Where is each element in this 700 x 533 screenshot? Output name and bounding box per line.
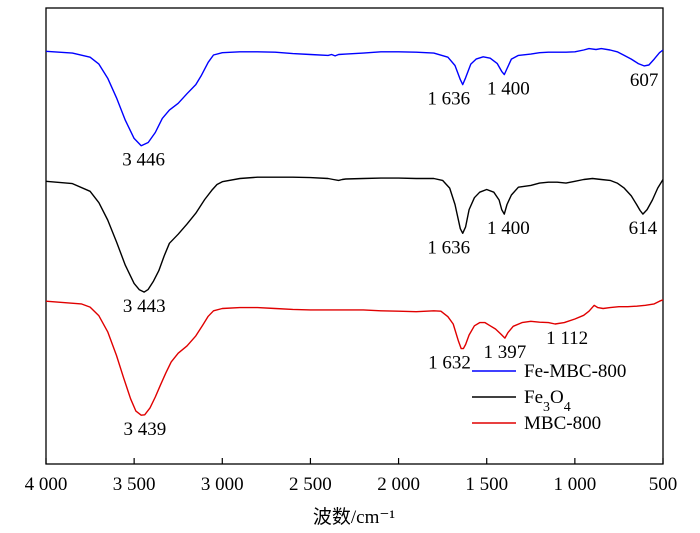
peak-label-fe-mbc-800-3-446: 3 446 <box>122 150 165 171</box>
peak-label-fe3o4-614: 614 <box>629 218 658 239</box>
peak-labels: 3 446 1 636 1 400 607 3 443 1 636 1 400 614 3 43… <box>122 70 658 440</box>
peak-label-mbc-800-3-439: 3 439 <box>124 419 167 440</box>
peak-label-fe3o4-1-636: 1 636 <box>427 237 470 258</box>
peak-label-fe-mbc-800-607: 607 <box>630 70 659 91</box>
peak-label-mbc-800-1-632: 1 632 <box>428 353 471 374</box>
series-line-fe3o4 <box>45 176 664 293</box>
x-tick-label-2000: 2 000 <box>377 474 420 495</box>
series-lines <box>45 47 664 416</box>
legend-label-fe3o4: Fe3O4 <box>524 387 571 415</box>
x-tick-label-1000: 1 000 <box>553 474 596 495</box>
peak-label-fe-mbc-800-1-636: 1 636 <box>427 89 470 110</box>
x-tick-label-1500: 1 500 <box>465 474 508 495</box>
x-tick-label-2500: 2 500 <box>289 474 332 495</box>
peak-label-fe3o4-1-400: 1 400 <box>487 218 530 239</box>
legend-label-fe-mbc-800: Fe-MBC-800 <box>524 361 626 382</box>
legend-label-mbc-800: MBC-800 <box>524 413 601 434</box>
x-tick-label-3500: 3 500 <box>113 474 156 495</box>
plot-frame <box>45 7 664 465</box>
x-tick-label-4000: 4 000 <box>25 474 68 495</box>
x-axis-ticks: 4 000 3 500 3 000 2 500 2 000 1 500 1 000 500 <box>25 458 678 495</box>
peak-label-mbc-800-1-112: 1 112 <box>546 328 588 349</box>
series-line-mbc-800 <box>45 299 664 416</box>
peak-label-fe-mbc-800-1-400: 1 400 <box>487 79 530 100</box>
peak-label-mbc-800-1-397: 1 397 <box>483 342 526 363</box>
x-tick-label-3000: 3 000 <box>201 474 244 495</box>
x-tick-label-500: 500 <box>649 474 678 495</box>
peak-label-fe3o4-3-443: 3 443 <box>123 296 166 317</box>
x-axis-title: 波数/cm⁻¹ <box>313 506 396 528</box>
series-line-fe-mbc-800 <box>45 47 664 147</box>
